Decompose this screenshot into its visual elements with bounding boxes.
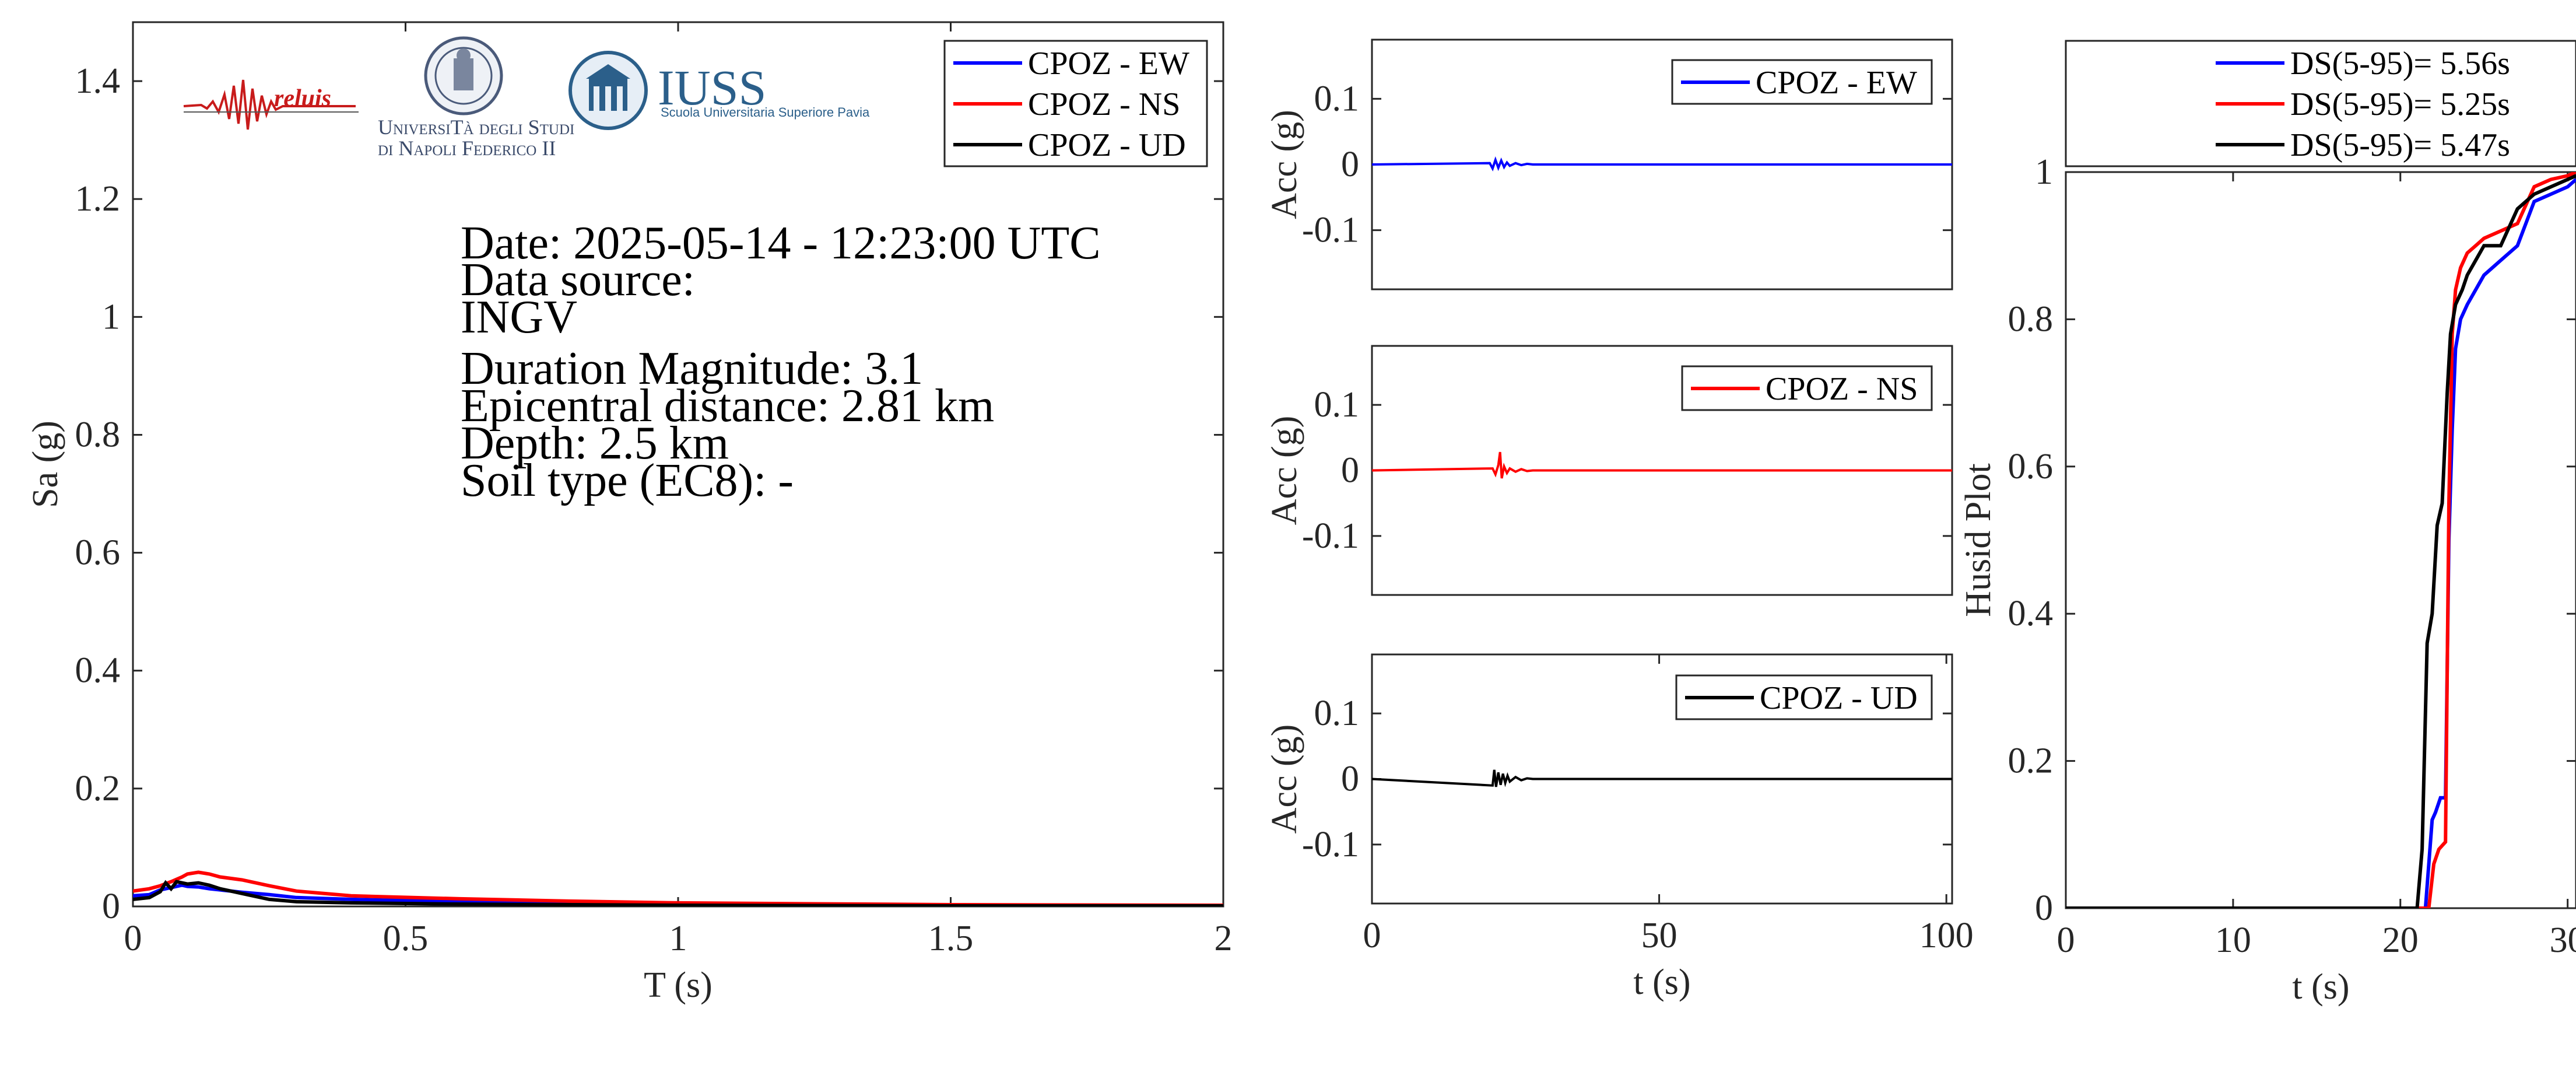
legend-label: CPOZ - NS — [1766, 371, 1918, 407]
duration-magnitude: Duration Magnitude: 3.1 — [461, 343, 924, 394]
x-tick-label: 0 — [2057, 920, 2075, 960]
soil-type: Soil type (EC8): - — [461, 455, 794, 506]
x-tick-label: 20 — [2382, 920, 2419, 960]
y-axis-label: Acc (g) — [1265, 724, 1304, 834]
y-tick-label: 0 — [1341, 451, 1359, 491]
x-tick-label: 30 — [2550, 920, 2576, 960]
y-tick-label: 0.1 — [1314, 694, 1360, 733]
unina-logo-line1: UniversiTà degli Studi — [378, 115, 575, 139]
legend-label: CPOZ - UD — [1028, 127, 1186, 163]
plot-area — [2065, 171, 2576, 909]
y-tick-label: 0.8 — [2008, 299, 2054, 339]
legend-label: CPOZ - UD — [1760, 680, 1918, 716]
y-axis-label: Husid Plot — [1959, 463, 1998, 617]
acceleration-ns-chart: -0.1 0 0.1 Acc (g) CPOZ - NS — [1265, 345, 1953, 596]
series-line-ew — [1372, 769, 1952, 787]
y-tick-label: 0.6 — [75, 533, 121, 573]
legend-label: DS(5-95)= 5.56s — [2290, 45, 2510, 82]
y-axis-label: Sa (g) — [26, 421, 65, 508]
legend: CPOZ - NS — [1681, 365, 1933, 411]
series-line-ns — [133, 870, 1223, 906]
event-depth: Depth: 2.5 km — [461, 418, 729, 469]
x-axis-label: t (s) — [1633, 962, 1690, 1002]
y-tick-label: 0.2 — [75, 769, 121, 808]
y-tick-label: 0.4 — [75, 651, 121, 691]
y-tick-label: 1.2 — [75, 179, 121, 219]
epicentral-distance: Epicentral distance: 2.81 km — [461, 380, 995, 432]
x-tick-label: 100 — [1919, 916, 1974, 955]
y-tick-label: -0.1 — [1302, 516, 1359, 556]
y-tick-label: 1 — [2035, 152, 2053, 192]
y-tick-label: 0.1 — [1314, 385, 1360, 425]
acceleration-ew-chart: -0.1 0 0.1 Acc (g) CPOZ - EW — [1265, 38, 1953, 290]
x-axis-label: t (s) — [2292, 967, 2349, 1007]
y-tick-label: -0.1 — [1302, 825, 1359, 864]
x-tick-label: 0.5 — [383, 919, 429, 958]
y-tick-label: 0 — [1341, 145, 1359, 184]
x-axis-label: T (s) — [644, 965, 713, 1005]
x-tick-label: 0 — [1363, 916, 1381, 955]
iuss-logo-subtitle: Scuola Universitaria Superiore Pavia — [661, 105, 870, 120]
unina-logo-line2: di Napoli Federico II — [378, 136, 556, 160]
x-tick-label: 50 — [1641, 916, 1677, 955]
legend-label: DS(5-95)= 5.25s — [2290, 86, 2510, 122]
series-line-ew — [1372, 156, 1952, 171]
legend-box — [2065, 40, 2576, 167]
reluis-logo-graphic — [183, 79, 359, 130]
husid-line — [2066, 174, 2576, 908]
legend-label: CPOZ - NS — [1028, 86, 1180, 122]
y-tick-label: 0 — [1341, 759, 1359, 799]
event-date: Date: 2025-05-14 - 12:23:00 UTC — [461, 218, 1101, 269]
husid-chart: 00.20.40.60.810102030t (s)Husid PlotDS(5… — [1959, 40, 2576, 1007]
x-tick-label: 0 — [124, 919, 142, 958]
x-tick-label: 2 — [1215, 919, 1233, 958]
acceleration-ud-chart: -0.1 0 0.1 0 50 100 t (s) Acc (g) CPOZ - UD — [1265, 653, 1974, 1002]
y-tick-label: 0 — [2035, 888, 2053, 928]
data-source-value: INGV — [461, 292, 577, 343]
y-tick-label: -0.1 — [1302, 211, 1359, 250]
unina-seal-icon — [424, 36, 503, 115]
legend: CPOZ - UD — [1675, 674, 1933, 720]
plot-area — [132, 21, 1224, 908]
x-tick-label: 1.5 — [928, 919, 974, 958]
y-tick-label: 0.2 — [2008, 741, 2054, 781]
legend-label: DS(5-95)= 5.47s — [2290, 127, 2510, 163]
x-tick-label: 10 — [2215, 920, 2251, 960]
x-tick-label: 1 — [669, 919, 687, 958]
y-tick-label: 0 — [102, 887, 120, 926]
legend-label: CPOZ - EW — [1756, 65, 1917, 101]
y-tick-label: 0.6 — [2008, 447, 2054, 486]
legend-label: CPOZ - EW — [1028, 45, 1189, 82]
iuss-seal-icon — [568, 51, 648, 130]
y-axis-label: Acc (g) — [1265, 416, 1304, 526]
data-source-label: Data source: — [461, 254, 696, 306]
legend: CPOZ - EW — [1671, 59, 1933, 105]
series-line-ud — [133, 880, 1223, 906]
y-tick-label: 1 — [102, 297, 120, 337]
unina-logo-text: UniversiTà degli Studi di Napoli Federic… — [378, 117, 574, 159]
series-line-ew — [1372, 451, 1952, 479]
reluis-logo-text: reluis — [274, 85, 332, 112]
legend: CPOZ - EW CPOZ - NS CPOZ - UD — [943, 40, 1208, 167]
legend: DS(5-95)= 5.56s DS(5-95)= 5.25s DS(5-95)= … — [2065, 40, 2576, 167]
response-spectrum-chart: 0 0.2 0.4 0.6 0.8 1 1.2 1.4 0 0.5 1 1.5 2 T (s) Sa (g)… — [26, 21, 1233, 1005]
husid-line — [2066, 172, 2576, 908]
y-tick-label: 1.4 — [75, 61, 121, 101]
y-axis-label: Acc (g) — [1265, 110, 1304, 219]
iuss-logo-text: IUSS — [658, 59, 767, 115]
husid-line — [2066, 178, 2576, 908]
y-tick-label: 0.4 — [2008, 594, 2054, 633]
y-tick-label: 0.8 — [75, 415, 121, 454]
y-tick-label: 0.1 — [1314, 79, 1360, 118]
